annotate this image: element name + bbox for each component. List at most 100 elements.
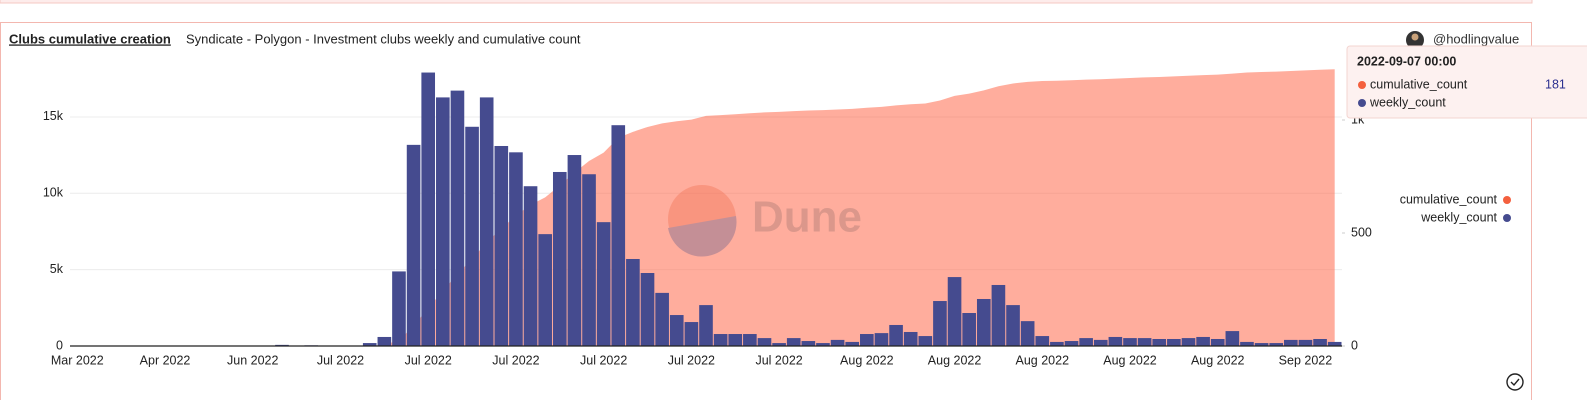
bar <box>1328 342 1342 346</box>
bar <box>743 334 757 346</box>
bar <box>451 91 465 346</box>
y-tick-label: 5k <box>50 262 64 276</box>
bar <box>1065 341 1079 346</box>
y-tick-label: 10k <box>43 186 64 200</box>
bar <box>436 97 450 346</box>
bar <box>378 337 392 346</box>
bar <box>509 152 523 346</box>
avatar-face <box>1412 34 1419 41</box>
bar <box>860 334 874 346</box>
bar <box>1079 338 1093 346</box>
tooltip: 2022-09-07 00:00 cumulative_count 181 weekl… <box>1347 46 1587 118</box>
bar <box>568 155 582 346</box>
x-tick-label: Sep 2022 <box>1279 353 1333 367</box>
bar <box>962 313 976 346</box>
bar <box>553 172 567 346</box>
bar <box>845 342 859 346</box>
bar <box>1211 339 1225 346</box>
tooltip-value: 181 <box>1545 77 1566 91</box>
tooltip-title: 2022-09-07 00:00 <box>1357 54 1456 68</box>
bar <box>1152 339 1166 346</box>
bar <box>919 336 933 346</box>
x-tick-label: Aug 2022 <box>1103 353 1157 367</box>
x-tick-label: Jul 2022 <box>317 353 364 367</box>
bar <box>714 334 728 346</box>
bar <box>685 322 699 346</box>
bar <box>1240 342 1254 346</box>
bar <box>1006 305 1020 346</box>
bar <box>728 334 742 346</box>
tooltip-marker <box>1358 99 1366 107</box>
bar <box>699 305 713 346</box>
bar <box>582 174 596 346</box>
legend-marker <box>1503 214 1511 222</box>
bar <box>802 341 816 346</box>
bar <box>1109 337 1123 346</box>
bar <box>831 340 845 346</box>
chart-subtitle: Syndicate - Polygon - Investment clubs w… <box>186 31 581 46</box>
bar <box>948 277 962 346</box>
y-tick-label: 0 <box>56 338 63 352</box>
bar <box>992 285 1006 346</box>
bar <box>875 333 889 346</box>
y-tick-label: 15k <box>43 109 64 123</box>
bar <box>758 338 772 346</box>
x-tick-label: Jul 2022 <box>492 353 539 367</box>
bar <box>641 273 655 346</box>
bar <box>626 259 640 346</box>
bar <box>1021 321 1035 346</box>
bar <box>933 301 947 346</box>
bar <box>1050 342 1064 346</box>
legend-label: cumulative_count <box>1400 192 1498 206</box>
bar <box>670 315 684 346</box>
x-tick-label: Jun 2022 <box>227 353 278 367</box>
x-tick-label: Jul 2022 <box>580 353 627 367</box>
bar <box>787 338 801 346</box>
x-tick-label: Jul 2022 <box>668 353 715 367</box>
y2-tick-label: 500 <box>1351 225 1372 239</box>
watermark-text: Dune <box>752 193 862 242</box>
x-tick-label: Aug 2022 <box>1016 353 1070 367</box>
bar <box>1196 337 1210 346</box>
bar <box>597 222 611 346</box>
x-tick-label: Mar 2022 <box>51 353 104 367</box>
author-handle[interactable]: @hodlingvalue <box>1433 31 1519 46</box>
bar <box>407 145 421 346</box>
bar <box>465 127 479 346</box>
x-tick-label: Aug 2022 <box>1191 353 1245 367</box>
top-strip <box>0 0 1532 3</box>
bar <box>1226 331 1240 346</box>
bar <box>977 299 991 346</box>
tooltip-marker <box>1358 81 1366 89</box>
x-tick-label: Jul 2022 <box>405 353 452 367</box>
bar <box>611 125 625 346</box>
tooltip-label: weekly_count <box>1369 95 1446 109</box>
bar <box>392 271 406 346</box>
bar <box>524 186 538 346</box>
tooltip-label: cumulative_count <box>1370 77 1468 91</box>
bar <box>1182 338 1196 346</box>
bar <box>1123 338 1137 346</box>
bar <box>1094 340 1108 346</box>
bar <box>1284 340 1298 346</box>
bar <box>421 73 435 346</box>
x-tick-label: Jul 2022 <box>755 353 802 367</box>
bar <box>1138 338 1152 346</box>
bar <box>480 97 494 346</box>
x-tick-label: Apr 2022 <box>140 353 191 367</box>
x-tick-label: Aug 2022 <box>928 353 982 367</box>
bar <box>1313 339 1327 346</box>
bar <box>538 234 552 346</box>
bar <box>495 146 509 346</box>
bar <box>1035 336 1049 346</box>
bar <box>889 325 903 346</box>
bar <box>1299 340 1313 346</box>
bar <box>655 293 669 346</box>
chart-title[interactable]: Clubs cumulative creation <box>9 31 171 46</box>
bar <box>904 332 918 346</box>
bar <box>1167 339 1181 346</box>
x-tick-label: Aug 2022 <box>840 353 894 367</box>
legend-marker <box>1503 196 1511 204</box>
